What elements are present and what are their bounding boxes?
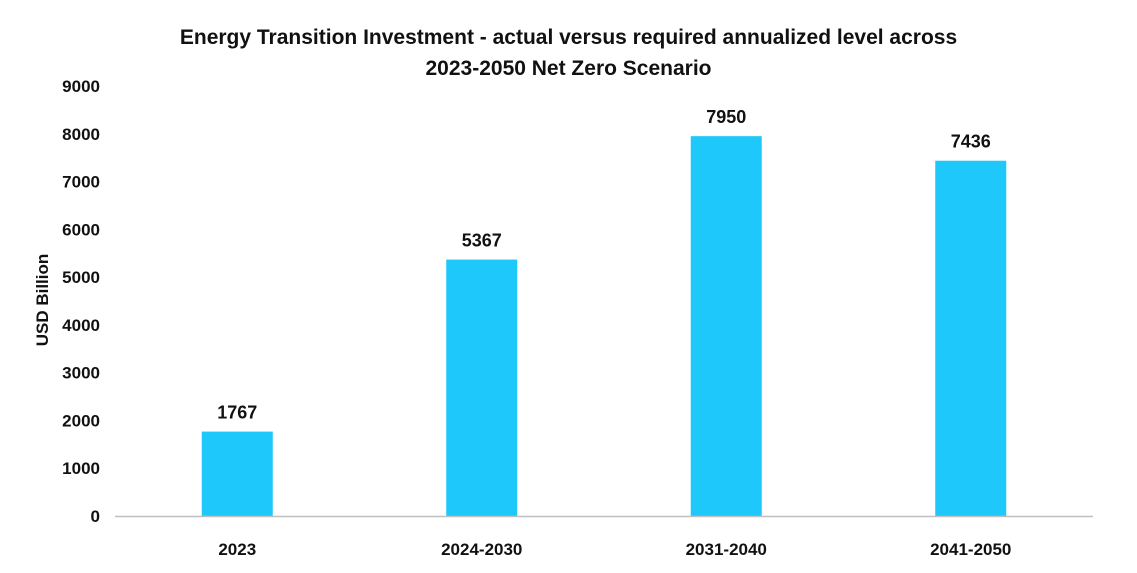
y-tick-label: 0	[91, 507, 100, 526]
data-label-2023: 1767	[217, 403, 257, 423]
chart-title-line2: 2023-2050 Net Zero Scenario	[425, 57, 712, 80]
bar-2024-2030	[446, 259, 518, 516]
y-tick-label: 4000	[62, 316, 100, 335]
x-category-label: 2024-2030	[441, 540, 522, 559]
y-tick-label: 5000	[62, 268, 100, 287]
y-tick-label: 2000	[62, 411, 100, 430]
y-tick-label: 7000	[62, 173, 100, 192]
data-labels: 1767 5367 7950 7436	[217, 107, 991, 422]
y-tick-label: 8000	[62, 125, 100, 144]
y-tick-label: 3000	[62, 364, 100, 383]
data-label-2024-2030: 5367	[462, 231, 502, 251]
x-category-label: 2041-2050	[930, 540, 1011, 559]
y-axis-ticks: 0 1000 2000 3000 4000 5000 6000 7000 8000 9000	[62, 77, 100, 526]
y-tick-label: 6000	[62, 220, 100, 239]
y-tick-label: 1000	[62, 459, 100, 478]
x-category-label: 2031-2040	[686, 540, 767, 559]
bar-2031-2040	[690, 136, 762, 516]
bar-2023	[201, 431, 273, 516]
chart-title-line1: Energy Transition Investment - actual ve…	[179, 26, 958, 49]
bars	[201, 136, 1007, 517]
x-axis-categories: 2023 2024-2030 2031-2040 2041-2050	[218, 540, 1011, 559]
x-category-label: 2023	[218, 540, 256, 559]
data-label-2041-2050: 7436	[951, 132, 991, 152]
y-axis-label: USD Billion	[33, 254, 52, 347]
data-label-2031-2040: 7950	[706, 107, 746, 127]
bar-2041-2050	[935, 160, 1007, 517]
y-tick-label: 9000	[62, 77, 100, 96]
chart-title: Energy Transition Investment - actual ve…	[0, 22, 1137, 84]
